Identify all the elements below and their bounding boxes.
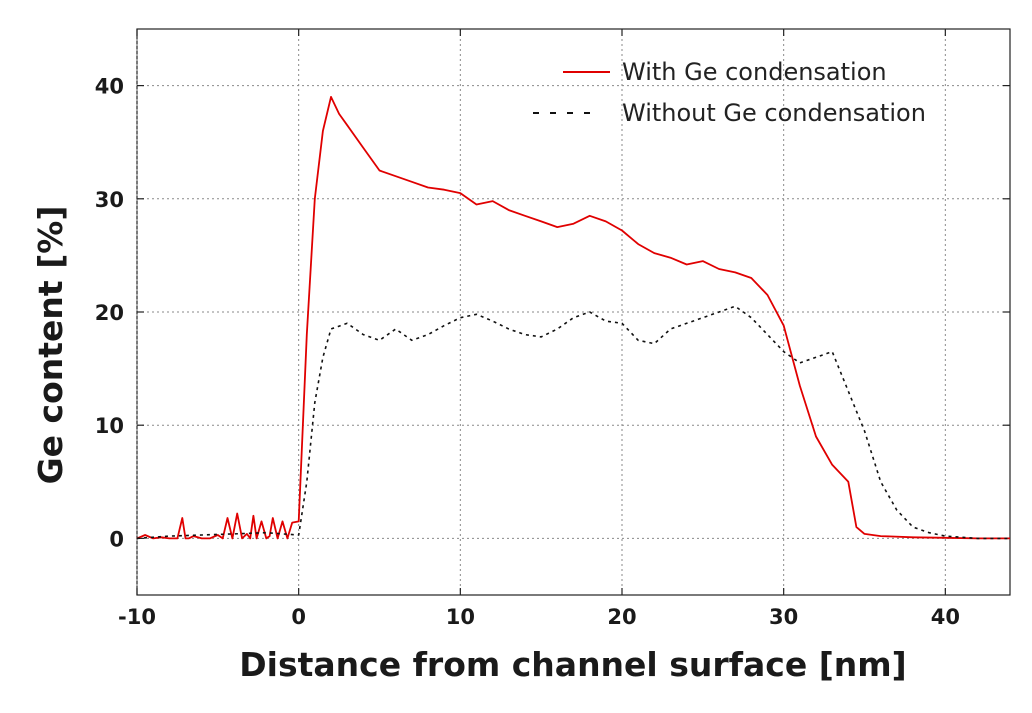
x-tick-label: 0 — [291, 605, 306, 629]
y-axis-title: Ge content [%] — [31, 206, 70, 485]
legend-label-with-ge: With Ge condensation — [622, 58, 887, 86]
y-tick-label: 30 — [95, 188, 124, 212]
x-tick-label: 20 — [607, 605, 636, 629]
x-tick-label: -10 — [118, 605, 156, 629]
x-axis-title: Distance from channel surface [nm] — [239, 645, 907, 684]
legend-label-without-ge: Without Ge condensation — [622, 99, 926, 127]
y-tick-label: 0 — [109, 527, 124, 551]
y-tick-label: 10 — [95, 414, 124, 438]
axis-ticks: -10 0 10 20 30 40 0 10 20 30 40 — [95, 29, 1010, 629]
x-tick-label: 10 — [446, 605, 475, 629]
y-tick-label: 40 — [95, 75, 124, 99]
series-lines — [136, 96, 1010, 540]
y-tick-label: 20 — [95, 301, 124, 325]
series-line-with-ge-condensation — [136, 96, 1010, 540]
legend: With Ge condensation Without Ge condensa… — [533, 58, 926, 127]
grid-lines — [136, 29, 1010, 595]
x-tick-label: 30 — [769, 605, 798, 629]
series-line-without-ge-condensation — [136, 305, 1010, 540]
x-tick-label: 40 — [931, 605, 960, 629]
